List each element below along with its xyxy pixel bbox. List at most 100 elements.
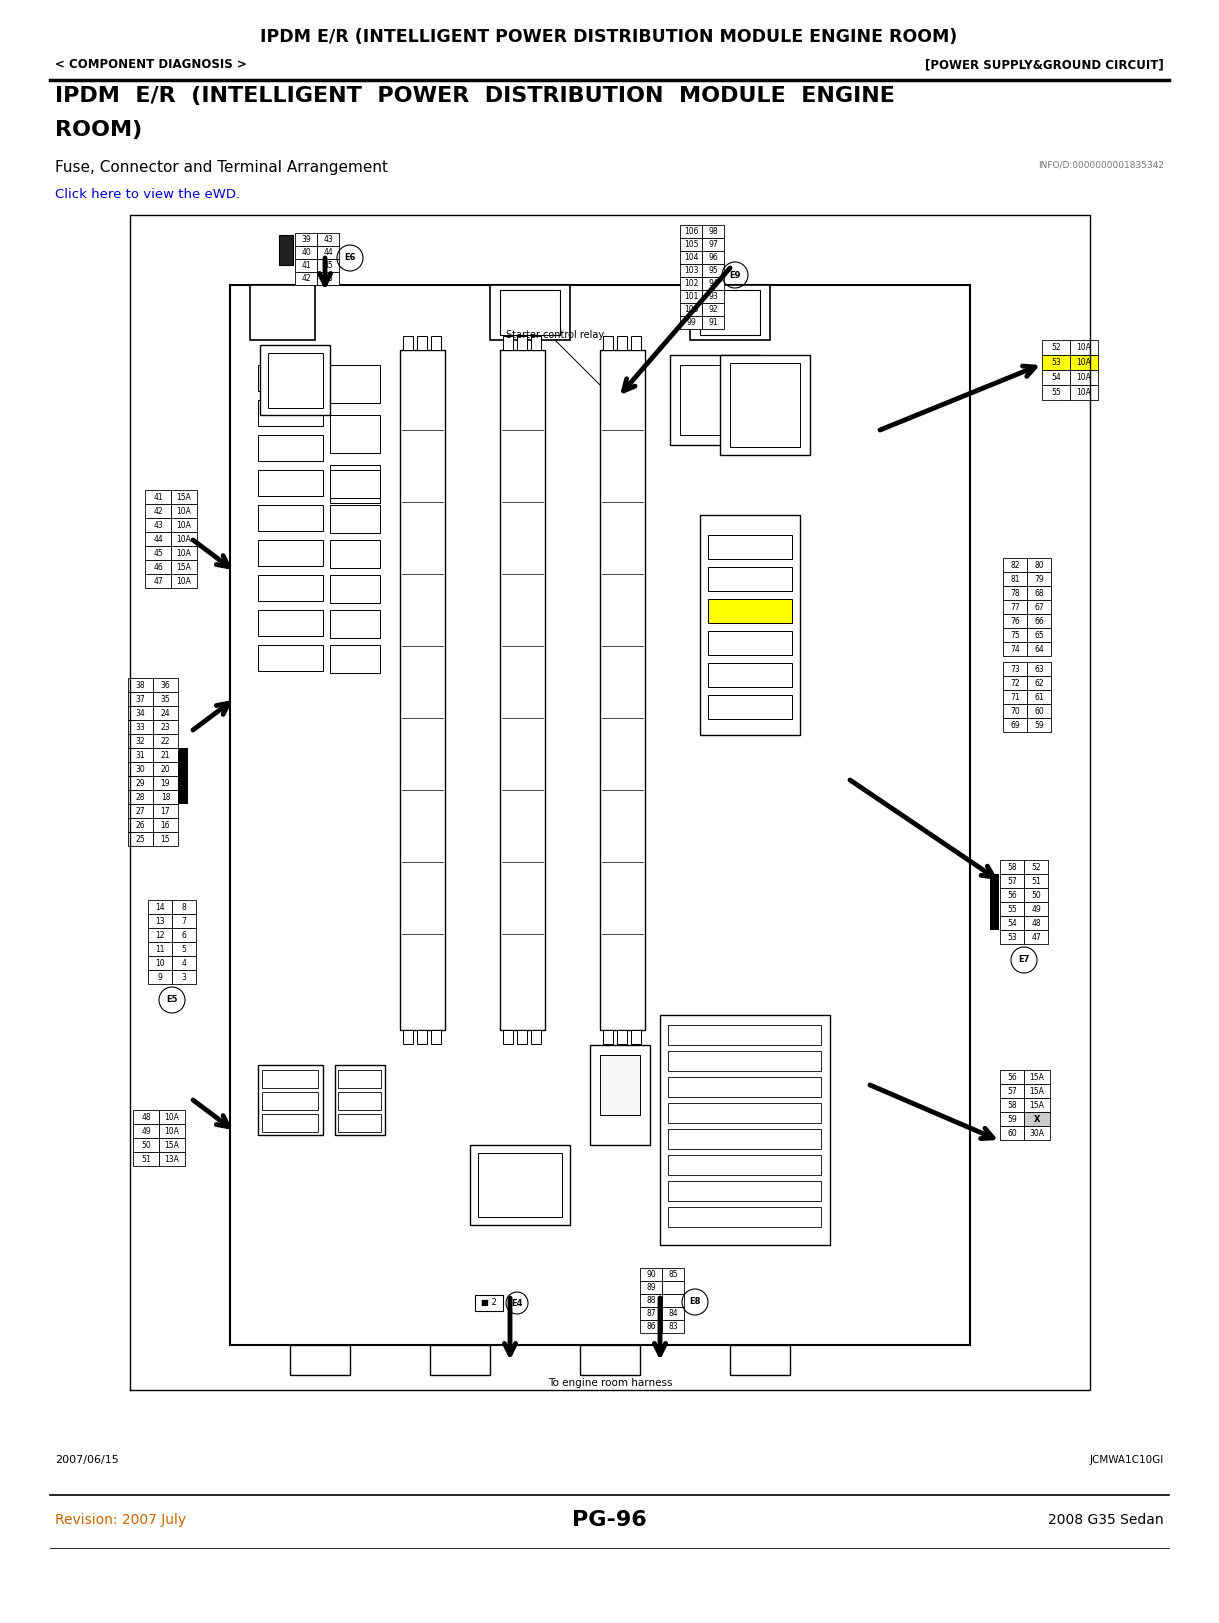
Bar bbox=[517, 1031, 527, 1044]
Text: 44: 44 bbox=[323, 248, 333, 256]
Text: 95: 95 bbox=[708, 266, 718, 274]
Bar bbox=[417, 1031, 427, 1044]
Text: 45: 45 bbox=[323, 261, 333, 269]
Text: 75: 75 bbox=[1011, 630, 1020, 639]
Text: 32: 32 bbox=[135, 737, 145, 745]
Bar bbox=[338, 1070, 382, 1087]
Bar bbox=[702, 265, 724, 278]
Text: 106: 106 bbox=[684, 227, 698, 235]
Bar bbox=[1024, 902, 1048, 915]
Bar bbox=[1026, 628, 1051, 643]
Bar bbox=[154, 803, 178, 818]
Bar bbox=[1003, 690, 1026, 704]
Bar bbox=[1026, 586, 1051, 601]
Bar bbox=[1000, 930, 1024, 945]
Text: 15A: 15A bbox=[1030, 1100, 1045, 1110]
Text: 70: 70 bbox=[1011, 706, 1020, 716]
Bar bbox=[1042, 370, 1070, 385]
Text: 85: 85 bbox=[668, 1271, 678, 1279]
Bar bbox=[258, 399, 323, 425]
Bar bbox=[1042, 339, 1070, 355]
Text: 89: 89 bbox=[646, 1284, 656, 1292]
Text: To engine room harness: To engine room harness bbox=[547, 1378, 672, 1388]
Bar bbox=[668, 1104, 822, 1123]
Bar bbox=[295, 247, 317, 260]
Bar bbox=[478, 1152, 562, 1217]
Bar bbox=[330, 575, 380, 604]
Bar bbox=[1003, 677, 1026, 690]
Text: 29: 29 bbox=[135, 779, 145, 787]
Text: 92: 92 bbox=[708, 305, 718, 313]
Bar bbox=[531, 1031, 541, 1044]
Bar bbox=[145, 532, 171, 545]
Text: 40: 40 bbox=[301, 248, 311, 256]
Bar bbox=[580, 1345, 640, 1375]
Bar bbox=[172, 956, 196, 971]
Bar bbox=[1003, 662, 1026, 677]
Text: 10A: 10A bbox=[1076, 373, 1091, 381]
Bar bbox=[330, 365, 380, 403]
Bar bbox=[338, 1113, 382, 1131]
Text: 46: 46 bbox=[323, 274, 333, 282]
Text: 38: 38 bbox=[135, 680, 145, 690]
Text: IPDM  E/R  (INTELLIGENT  POWER  DISTRIBUTION  MODULE  ENGINE: IPDM E/R (INTELLIGENT POWER DISTRIBUTION… bbox=[55, 86, 895, 105]
Bar bbox=[1026, 613, 1051, 628]
Bar bbox=[640, 1281, 662, 1294]
Bar bbox=[708, 695, 792, 719]
Text: X: X bbox=[1034, 1115, 1040, 1123]
Text: 102: 102 bbox=[684, 279, 698, 287]
Text: 94: 94 bbox=[708, 279, 718, 287]
Bar bbox=[262, 1070, 318, 1087]
Bar bbox=[330, 505, 380, 532]
Bar bbox=[154, 763, 178, 776]
Bar bbox=[260, 346, 330, 415]
Text: 101: 101 bbox=[684, 292, 698, 300]
Text: ■ 2: ■ 2 bbox=[482, 1298, 497, 1308]
Bar bbox=[1003, 586, 1026, 601]
Bar bbox=[295, 260, 317, 273]
Text: 50: 50 bbox=[1031, 891, 1041, 899]
Bar bbox=[154, 691, 178, 706]
Text: 66: 66 bbox=[1034, 617, 1043, 625]
Bar bbox=[1024, 1112, 1050, 1126]
Bar bbox=[172, 971, 196, 984]
Text: 98: 98 bbox=[708, 227, 718, 235]
Text: 5: 5 bbox=[182, 945, 187, 953]
Text: 30: 30 bbox=[135, 764, 145, 774]
Bar bbox=[590, 1045, 650, 1144]
Bar bbox=[145, 518, 171, 532]
Text: 43: 43 bbox=[154, 521, 163, 529]
Bar bbox=[171, 545, 197, 560]
Bar bbox=[708, 599, 792, 623]
Text: 30A: 30A bbox=[1030, 1128, 1045, 1138]
Text: 100: 100 bbox=[684, 305, 698, 313]
Bar bbox=[268, 352, 323, 407]
Bar bbox=[128, 721, 154, 734]
Text: 10: 10 bbox=[155, 959, 165, 967]
Bar bbox=[680, 291, 702, 304]
Bar bbox=[1024, 915, 1048, 930]
Bar bbox=[258, 575, 323, 601]
Text: 56: 56 bbox=[1007, 1073, 1017, 1081]
Bar bbox=[172, 941, 196, 956]
Text: 55: 55 bbox=[1007, 904, 1017, 914]
Text: 59: 59 bbox=[1007, 1115, 1017, 1123]
Text: E9: E9 bbox=[729, 271, 741, 279]
Text: 34: 34 bbox=[135, 709, 145, 717]
Text: 15A: 15A bbox=[177, 563, 191, 571]
Bar bbox=[317, 260, 339, 273]
Text: 45: 45 bbox=[154, 549, 163, 557]
Text: 27: 27 bbox=[135, 807, 145, 815]
Bar bbox=[708, 631, 792, 656]
Bar bbox=[503, 1031, 513, 1044]
Text: 97: 97 bbox=[708, 240, 718, 248]
Bar bbox=[258, 505, 323, 531]
Bar bbox=[668, 1052, 822, 1071]
Bar bbox=[133, 1110, 158, 1125]
Bar bbox=[668, 1026, 822, 1045]
Bar bbox=[295, 273, 317, 286]
Bar bbox=[262, 1092, 318, 1110]
Text: 104: 104 bbox=[684, 253, 698, 261]
Bar bbox=[1026, 558, 1051, 571]
Bar bbox=[317, 247, 339, 260]
